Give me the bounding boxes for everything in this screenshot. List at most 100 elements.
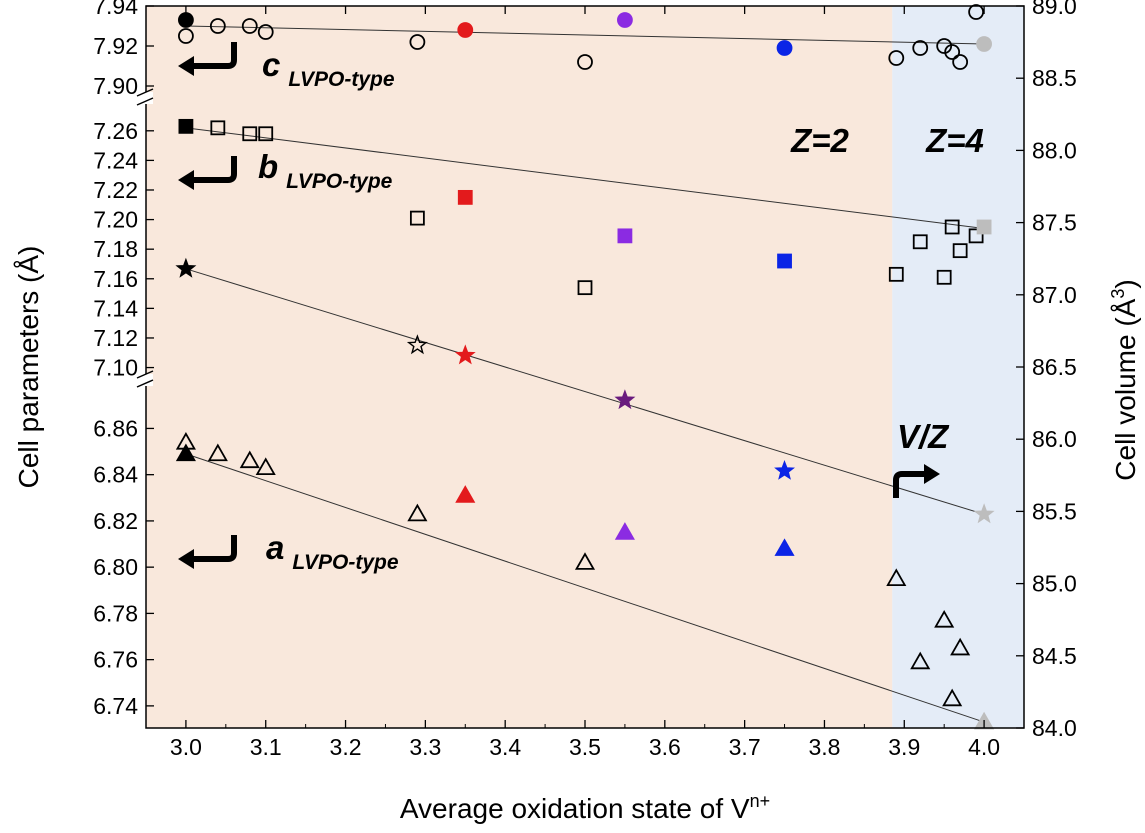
point-filled-c: [617, 12, 633, 28]
y-tick-label-left: 6.80: [93, 554, 138, 580]
point-filled-vz: [774, 460, 795, 480]
axes-layer: [136, 5, 1025, 729]
y-tick-label-left: 7.94: [93, 0, 138, 19]
x-tick-label: 3.2: [330, 734, 362, 760]
fit-line-VZ: [185, 268, 985, 515]
arrow-shaft: [192, 42, 237, 69]
point-open-b: [409, 210, 425, 226]
zone-label-z2: Z=2: [790, 122, 849, 159]
point-open-b: [242, 126, 258, 142]
point-open-c: [888, 50, 905, 66]
annotation-c-sub: LVPO-type: [288, 68, 395, 91]
point-open-a: [910, 651, 931, 670]
arrow-left-icon-b: [178, 156, 237, 190]
point-open-a: [886, 568, 907, 586]
point-open-a: [574, 552, 596, 570]
point-open-a: [407, 503, 428, 522]
y-tick-label-left: 6.76: [93, 647, 138, 673]
x-axis-title: Average oxidation state of Vn+: [400, 791, 770, 824]
y-tick-label-right: 89.0: [1032, 0, 1077, 19]
y-tick-label-left: 6.82: [93, 508, 138, 534]
y-tick-label-left: 7.16: [93, 266, 138, 292]
zone-label-z4: Z=4: [925, 122, 984, 159]
point-filled-c: [776, 40, 793, 56]
arrow-left-icon-a: [178, 535, 237, 569]
point-filled-vz: [175, 257, 197, 278]
point-filled-c: [976, 36, 992, 52]
point-open-c: [577, 54, 593, 70]
point-filled-a: [455, 485, 476, 503]
point-open-c: [968, 4, 985, 20]
point-open-b: [936, 269, 952, 285]
point-open-c: [952, 54, 969, 70]
axis-break-mark: [136, 97, 154, 106]
y-tick-label-left: 6.84: [93, 462, 138, 488]
y-axis-title-left: Cell parameters (Å): [13, 246, 44, 489]
point-open-b: [952, 243, 968, 259]
y-axis-title-right-sup: 3: [1108, 289, 1128, 299]
y-tick-label-left: 7.92: [93, 33, 138, 59]
y-tick-label-right: 88.5: [1032, 65, 1077, 91]
y-tick-label-right: 87.5: [1032, 210, 1077, 236]
y-tick-label-left: 7.22: [93, 177, 138, 203]
y-tick-label-right: 85.5: [1032, 498, 1077, 524]
point-open-b: [258, 126, 274, 142]
x-tick-label: 3.5: [569, 734, 601, 760]
y-tick-label-left: 6.78: [93, 600, 138, 626]
point-open-b: [577, 280, 593, 296]
x-tick-label: 3.9: [888, 734, 920, 760]
point-open-vz: [406, 334, 428, 355]
point-filled-a: [774, 538, 795, 556]
point-open-c: [209, 18, 226, 34]
point-filled-vz: [454, 344, 476, 365]
x-tick-label: 3.4: [489, 734, 521, 760]
point-open-b: [968, 228, 984, 244]
axis-break-mark: [136, 379, 154, 388]
y-tick-label-left: 7.12: [93, 325, 138, 351]
y-tick-label-left: 7.90: [93, 73, 138, 99]
point-open-c: [241, 18, 258, 34]
arrow-shaft: [893, 471, 924, 498]
regions-layer: [146, 6, 1024, 728]
point-filled-a: [614, 522, 635, 540]
point-open-c: [944, 44, 961, 60]
point-open-c: [912, 40, 929, 56]
point-open-a: [942, 688, 963, 707]
y-tick-label-left: 7.18: [93, 236, 138, 262]
y-axis-title-right: Cell volume (Å3): [1108, 279, 1141, 480]
point-open-b: [912, 234, 928, 250]
point-filled-b: [178, 118, 194, 134]
x-axis-title-sup: n+: [750, 791, 771, 811]
x-tick-label: 3.0: [170, 734, 202, 760]
annotation-vz: V/Z: [897, 418, 950, 455]
y-tick-label-left: 7.26: [93, 118, 138, 144]
arrow-head: [178, 549, 194, 569]
point-open-c: [936, 38, 953, 54]
region-z4: [892, 6, 1024, 728]
y-tick-label-right: 86.0: [1032, 426, 1077, 452]
point-filled-vz: [614, 389, 636, 410]
point-filled-a: [175, 443, 196, 462]
x-tick-label: 3.8: [808, 734, 840, 760]
annotation-b-sub: LVPO-type: [286, 170, 393, 193]
arrow-shaft: [192, 156, 237, 183]
point-open-a: [934, 610, 955, 628]
data-marks-layer: [175, 4, 995, 730]
arrow-shaft: [192, 535, 237, 562]
y-tick-label-left: 7.20: [93, 207, 138, 233]
fit-line-c: [185, 25, 985, 45]
y-tick-label-right: 84.0: [1032, 715, 1077, 741]
y-tick-label-right: 86.5: [1032, 354, 1077, 380]
fit-lines-layer: [185, 25, 985, 723]
axis-break-mark: [136, 88, 154, 97]
point-filled-c: [178, 12, 194, 28]
y-tick-label-left: 7.10: [93, 355, 138, 381]
y-tick-label-left: 7.14: [93, 295, 138, 321]
axis-break-mask: [139, 374, 153, 386]
point-open-b: [944, 219, 960, 235]
point-open-a: [207, 443, 228, 462]
x-tick-label: 3.6: [649, 734, 681, 760]
y-tick-label-left: 7.24: [93, 147, 138, 173]
